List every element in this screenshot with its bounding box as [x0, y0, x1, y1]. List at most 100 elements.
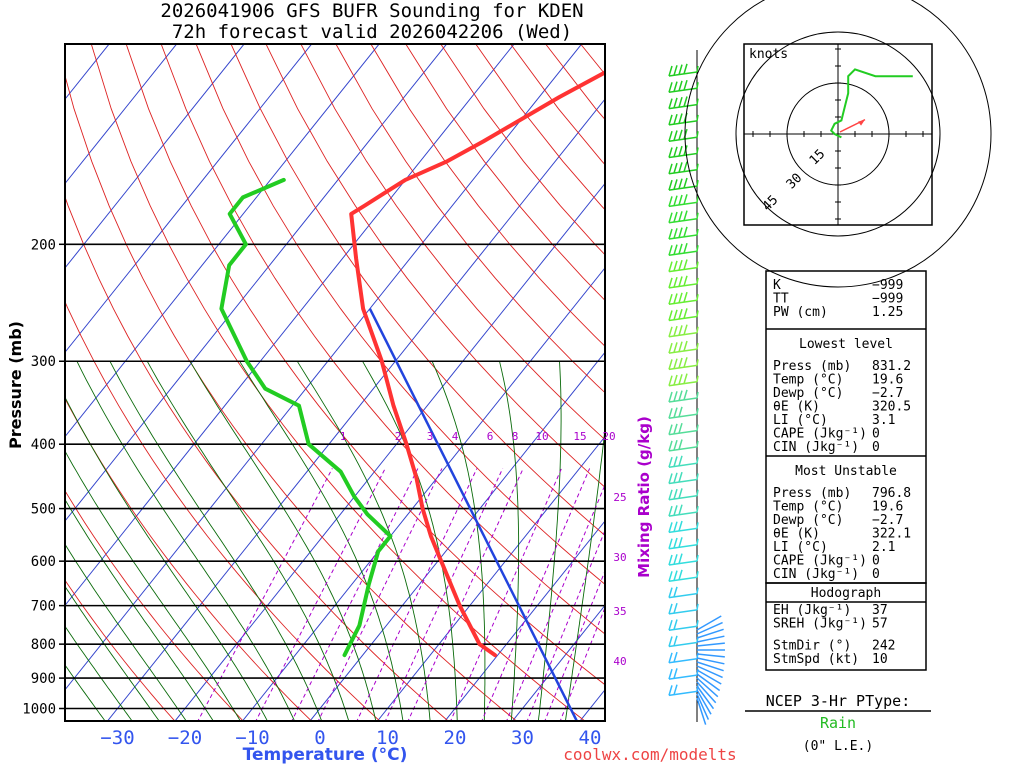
wind-barb-flag — [668, 163, 673, 175]
wind-barb-flag — [678, 243, 683, 255]
wind-barb-flag — [668, 668, 673, 680]
wind-barb-flag — [673, 439, 678, 451]
dry-adiabat-line — [686, 44, 1024, 736]
index-hodo-value: 37 — [872, 603, 888, 618]
wind-barb-flag — [673, 211, 678, 223]
wind-barb-flag — [678, 520, 683, 532]
wind-barb-flag — [668, 261, 673, 272]
index-hodo-value: 10 — [872, 652, 888, 667]
wind-barb-flag — [683, 161, 688, 172]
mixing-ratio-line — [255, 468, 386, 721]
wind-barb-flag — [668, 342, 673, 354]
parcel-path — [368, 308, 579, 721]
wind-barb-flag — [668, 424, 673, 435]
moist-adiabat-line — [499, 361, 520, 721]
temperature-tick-label: −20 — [168, 727, 202, 749]
wind-barb — [668, 96, 699, 110]
wind-barb — [668, 210, 699, 224]
wind-barb-flag — [678, 145, 683, 157]
mixing-ratio-line — [407, 468, 524, 721]
wind-barb-shaft — [668, 136, 698, 142]
index-hodo-label: StmDir (°) — [773, 639, 851, 654]
mixing-ratio-label: 25 — [613, 491, 626, 504]
mixing-ratio-line — [526, 529, 605, 721]
footer-source: coolwx.com/modelts — [563, 745, 736, 764]
wind-barb-flag — [668, 245, 673, 256]
wind-barb — [668, 340, 699, 354]
wind-barb-flag — [673, 146, 678, 158]
wind-barb-shaft — [668, 185, 698, 191]
index-lowest-label: CAPE (Jkg⁻¹) — [773, 427, 867, 442]
wind-barb-shaft — [668, 674, 698, 680]
index-unstable-label: LI (°C) — [773, 540, 828, 555]
wind-barb — [668, 373, 699, 387]
wind-barb-flag — [678, 390, 683, 401]
wind-barb-shaft — [668, 592, 698, 599]
wind-barb-flag — [678, 406, 683, 418]
moist-adiabat-line — [109, 360, 323, 721]
wind-barb — [668, 242, 699, 257]
wind-barb-flag — [673, 456, 678, 467]
wind-barb-flag — [678, 259, 683, 271]
temperature-tick-label: 20 — [444, 727, 467, 749]
wind-barb-flag — [668, 473, 673, 484]
temperature-tick-label: −30 — [100, 727, 134, 749]
wind-barb — [668, 668, 699, 680]
pressure-tick-label: 200 — [31, 237, 56, 253]
low-level-wind-barb — [696, 693, 710, 720]
wind-barb-tip — [696, 310, 699, 317]
wind-barb-flag — [668, 505, 673, 517]
mixing-ratio-line — [450, 468, 563, 721]
wind-barb — [668, 455, 699, 468]
index-hodo-label: SREH (Jkg⁻¹) — [773, 617, 867, 632]
dry-adiabat-line — [65, 579, 176, 721]
moist-adiabat-line — [564, 424, 605, 721]
wind-barb-shaft — [668, 495, 698, 501]
isotherm-line — [703, 44, 1024, 736]
wind-barb-flag — [668, 636, 673, 647]
pressure-tick-label: 500 — [31, 502, 56, 518]
wind-barb-shaft — [668, 234, 698, 240]
wind-barb-flag — [683, 389, 688, 401]
lowest-level-title: Lowest level — [799, 337, 893, 352]
wind-barb-flag — [673, 228, 678, 239]
wind-barb-shaft — [668, 658, 698, 664]
y-axis-title: Pressure (mb) — [6, 321, 25, 449]
wind-barb-shaft — [668, 299, 698, 305]
hodograph-ring-label: 30 — [784, 171, 806, 193]
indices-box-hodo — [765, 582, 927, 671]
mixing-ratio-label: 6 — [487, 430, 494, 443]
index-hodo-label: EH (Jkg⁻¹) — [773, 603, 851, 618]
wind-barb-flag — [683, 242, 688, 254]
wind-barb-flag — [668, 196, 673, 207]
dry-adiabat-line — [826, 44, 1024, 736]
wind-barb-flag — [683, 194, 688, 205]
wind-barb — [668, 389, 699, 403]
wind-barb-flag — [683, 177, 688, 189]
wind-barb-flag — [668, 359, 673, 370]
mixing-ratio-label: 30 — [613, 551, 626, 564]
mixing-ratio-line — [384, 468, 504, 721]
wind-barb-flag — [668, 130, 673, 142]
skewt-frame — [64, 43, 606, 722]
index-lowest-label: θE (K) — [773, 400, 820, 415]
wind-barb-shaft — [668, 429, 698, 436]
dry-adiabat-line — [65, 300, 381, 721]
hodograph-index-title: Hodograph — [811, 586, 881, 601]
moist-adiabat-line — [65, 625, 133, 721]
dry-adiabat-line — [475, 44, 605, 211]
wind-barb-flag — [683, 79, 688, 91]
index-lowest-label: Press (mb) — [773, 359, 851, 374]
wind-barb-tip — [696, 196, 699, 203]
wind-barb-flag — [683, 63, 688, 75]
low-level-wind-barb — [696, 697, 707, 725]
wind-barb-flag — [678, 455, 683, 467]
wind-barb — [668, 684, 699, 697]
hodograph-ring-label: 15 — [807, 147, 829, 169]
wind-barb-flag — [683, 275, 688, 287]
wind-barb-flag — [678, 96, 683, 108]
pressure-tick-label: 1000 — [22, 702, 56, 718]
wind-barb-flag — [683, 373, 688, 384]
wind-barb — [668, 194, 699, 208]
